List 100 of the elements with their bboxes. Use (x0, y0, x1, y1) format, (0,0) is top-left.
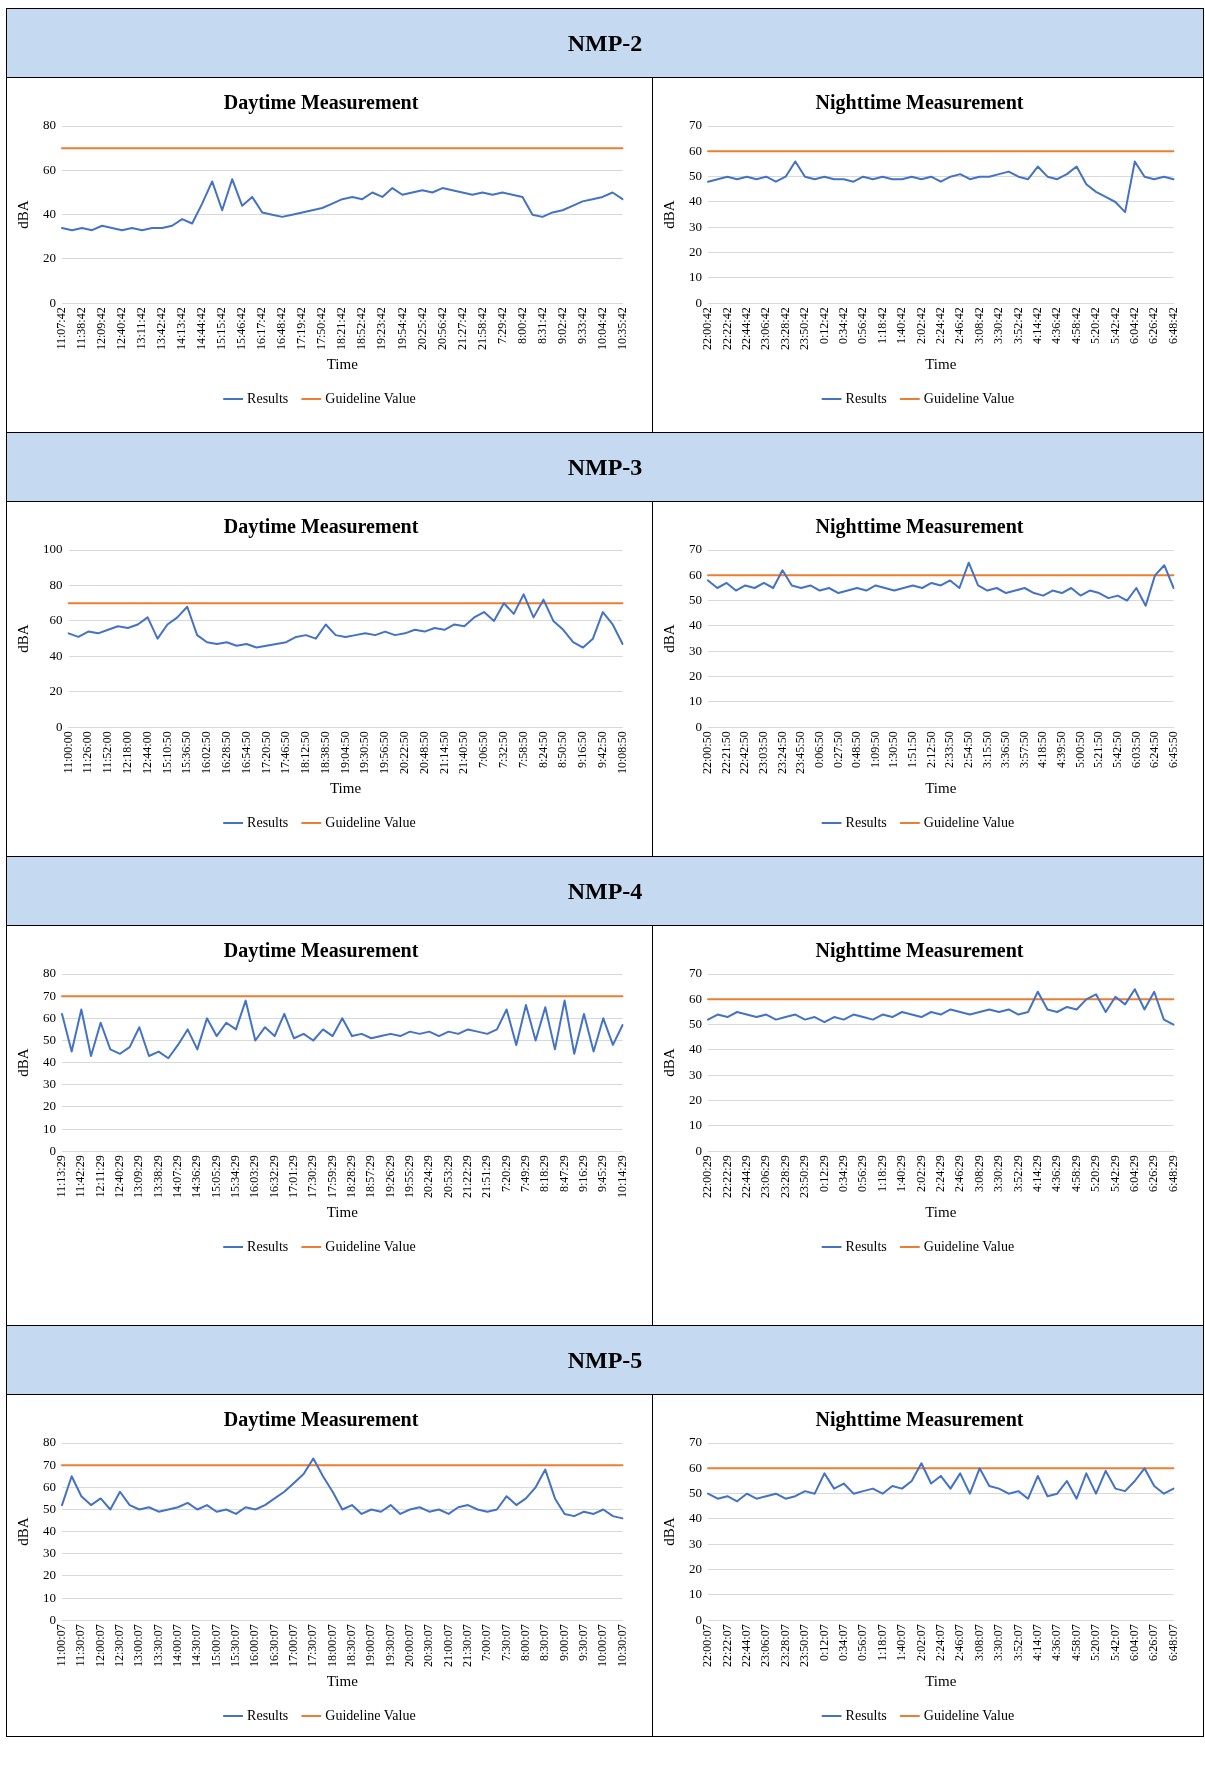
x-tick-label: 14:07:29 (170, 1155, 185, 1198)
x-tick-label: 2:02:42 (913, 307, 928, 344)
x-tick-label: 19:54:42 (394, 307, 409, 350)
x-tick-label: 11:38:42 (74, 307, 89, 350)
y-tick-label: 30 (689, 642, 702, 658)
x-tick-label: 11:00:07 (54, 1624, 69, 1667)
x-tick-label: 5:20:29 (1088, 1155, 1103, 1192)
x-tick-label: 21:00:07 (440, 1624, 455, 1667)
y-axis-title: dBA (14, 1517, 31, 1546)
x-tick-label: 23:50:29 (797, 1155, 812, 1198)
chart-title: Daytime Measurement (223, 1408, 419, 1432)
x-tick-label: 13:38:29 (150, 1155, 165, 1198)
x-tick-label: 3:08:42 (971, 307, 986, 344)
x-tick-label: 9:30:07 (576, 1624, 591, 1661)
x-tick-label: 2:46:29 (952, 1155, 967, 1192)
y-tick-label: 10 (689, 269, 702, 285)
x-tick-label: 9:16:29 (576, 1155, 591, 1192)
x-tick-label: 4:14:29 (1029, 1155, 1044, 1192)
x-tick-label: 20:00:07 (402, 1624, 417, 1667)
x-tick-label: 21:14:50 (436, 731, 451, 774)
x-tick-label: 12:18:00 (120, 731, 135, 774)
x-tick-label: 0:56:42 (855, 307, 870, 344)
x-tick-label: 3:52:29 (1010, 1155, 1025, 1192)
legend-label: Guideline Value (923, 390, 1015, 406)
y-tick-label: 50 (43, 1500, 56, 1516)
x-tick-label: 22:00:42 (700, 307, 715, 350)
x-tick-label: 15:10:50 (159, 731, 174, 774)
x-tick-label: 11:13:29 (54, 1155, 69, 1198)
x-tick-label: 4:58:29 (1068, 1155, 1083, 1192)
x-tick-label: 4:39:50 (1054, 731, 1069, 768)
x-tick-label: 13:00:07 (131, 1624, 146, 1667)
y-tick-label: 30 (43, 1076, 56, 1092)
x-tick-label: 20:24:29 (421, 1155, 436, 1198)
x-tick-label: 18:30:07 (344, 1624, 359, 1667)
x-tick-label: 3:30:29 (991, 1155, 1006, 1192)
x-tick-label: 15:46:42 (234, 307, 249, 350)
y-tick-label: 40 (43, 206, 56, 222)
x-tick-label: 23:28:29 (777, 1155, 792, 1198)
x-tick-label: 8:24:50 (535, 731, 550, 768)
x-tick-label: 5:42:50 (1109, 731, 1124, 768)
x-tick-label: 0:12:42 (816, 307, 831, 344)
x-tick-label: 9:45:29 (595, 1155, 610, 1192)
y-tick-label: 10 (689, 693, 702, 709)
x-tick-label: 21:51:29 (479, 1155, 494, 1198)
x-tick-label: 18:12:50 (298, 731, 313, 774)
x-tick-label: 23:06:42 (758, 307, 773, 350)
x-tick-label: 1:18:29 (874, 1155, 889, 1192)
x-tick-label: 6:48:42 (1165, 307, 1180, 344)
x-tick-label: 23:50:07 (797, 1624, 812, 1667)
y-tick-label: 0 (695, 294, 702, 310)
chart-subtitle: NMP-4 (7, 857, 1204, 926)
x-tick-label: 19:30:50 (357, 731, 372, 774)
y-tick-label: 80 (49, 576, 63, 592)
y-tick-label: 60 (43, 1009, 56, 1025)
x-tick-label: 16:28:50 (218, 731, 233, 774)
x-tick-label: 0:56:07 (855, 1624, 870, 1661)
x-tick-label: 2:46:42 (952, 307, 967, 344)
x-tick-label: 16:17:42 (254, 307, 269, 350)
x-tick-label: 6:04:42 (1126, 307, 1141, 344)
x-tick-label: 15:15:42 (214, 307, 229, 350)
x-tick-label: 13:42:42 (154, 307, 169, 350)
x-tick-label: 6:03:50 (1128, 731, 1143, 768)
x-tick-label: 5:20:42 (1088, 307, 1103, 344)
y-axis-title: dBA (14, 200, 31, 229)
x-tick-label: 4:14:07 (1029, 1624, 1044, 1661)
chart-subtitle: NMP-2 (7, 9, 1204, 78)
legend-label: Results (247, 1707, 289, 1723)
x-tick-label: 5:42:42 (1107, 307, 1122, 344)
x-tick-label: 0:48:50 (849, 731, 864, 768)
x-tick-label: 16:32:29 (266, 1155, 281, 1198)
x-tick-label: 7:30:07 (498, 1624, 513, 1661)
x-tick-label: 21:30:07 (460, 1624, 475, 1667)
x-tick-label: 20:30:07 (421, 1624, 436, 1667)
x-tick-label: 12:00:07 (92, 1624, 107, 1667)
x-tick-label: 18:38:50 (317, 731, 332, 774)
x-tick-label: 22:00:50 (700, 731, 715, 774)
x-tick-label: 15:30:07 (228, 1624, 243, 1667)
x-tick-label: 11:00:00 (60, 731, 75, 774)
x-tick-label: 17:50:42 (314, 307, 329, 350)
x-tick-label: 13:30:07 (150, 1624, 165, 1667)
x-tick-label: 4:58:42 (1068, 307, 1083, 344)
y-axis-title: dBA (660, 624, 677, 653)
x-tick-label: 17:59:29 (324, 1155, 339, 1198)
y-tick-label: 50 (689, 592, 702, 608)
y-tick-label: 30 (43, 1545, 56, 1561)
x-tick-label: 2:12:50 (923, 731, 938, 768)
chart-title: Nighttime Measurement (815, 939, 1024, 963)
x-axis-title: Time (326, 355, 359, 372)
y-tick-label: 0 (49, 1142, 56, 1158)
y-tick-label: 20 (43, 250, 56, 266)
x-tick-label: 2:33:50 (942, 731, 957, 768)
chart-title: Nighttime Measurement (815, 91, 1024, 115)
y-tick-label: 70 (689, 965, 702, 981)
x-tick-label: 2:24:42 (932, 307, 947, 344)
x-tick-label: 23:28:42 (777, 307, 792, 350)
x-axis-title: Time (326, 1203, 359, 1220)
x-tick-label: 5:21:50 (1091, 731, 1106, 768)
x-tick-label: 4:18:50 (1035, 731, 1050, 768)
x-tick-label: 17:46:50 (278, 731, 293, 774)
x-tick-label: 19:56:50 (377, 731, 392, 774)
